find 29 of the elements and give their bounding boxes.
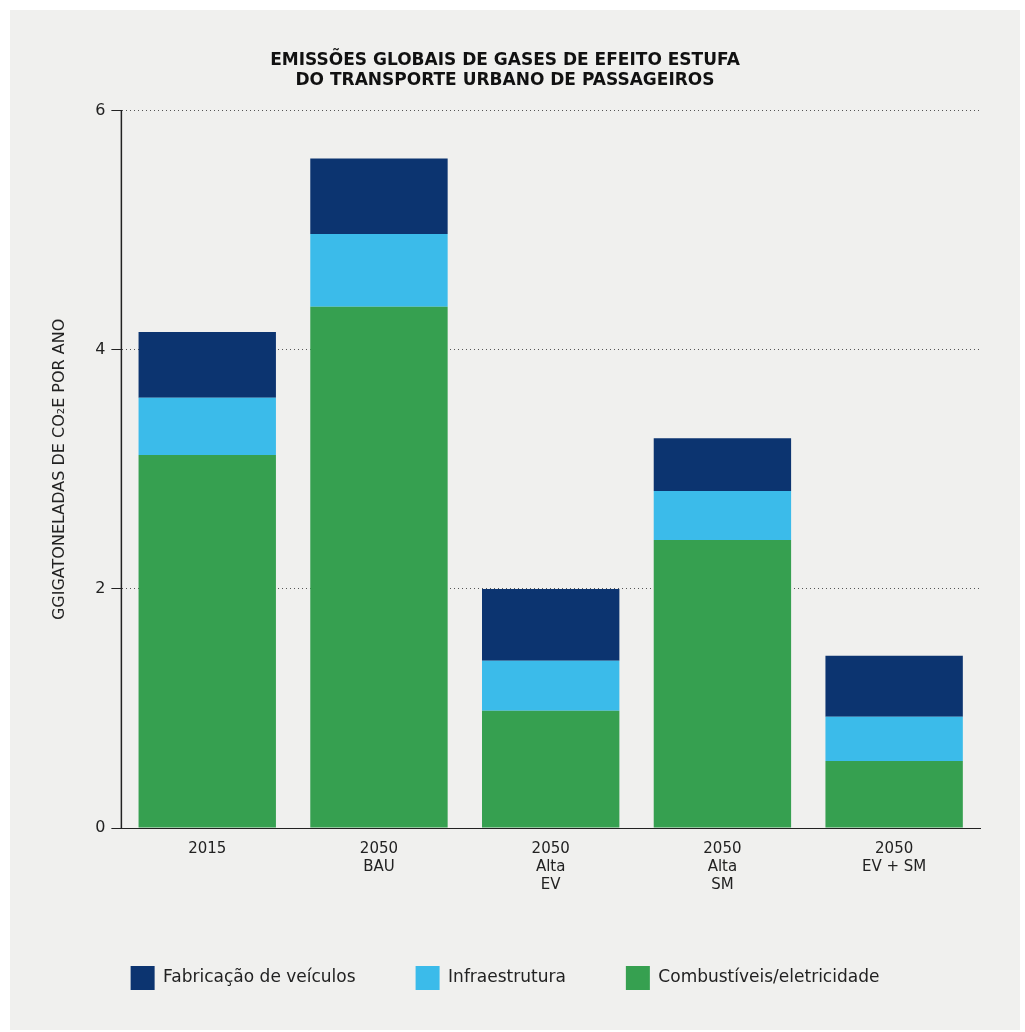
bar (482, 660, 620, 711)
bar (825, 655, 963, 717)
y-tick-label: 0 (95, 817, 106, 837)
y-tick-label: 2 (95, 578, 106, 598)
bar (653, 490, 792, 540)
bar (310, 306, 448, 828)
legend-label: Infraestrutura (448, 966, 566, 987)
x-tick-label: 2050 Alta EV (531, 838, 570, 893)
bar (310, 158, 448, 234)
y-tick-label: 6 (95, 99, 106, 119)
y-tick-label: 4 (95, 339, 106, 359)
bar (310, 233, 448, 307)
bar (138, 331, 276, 398)
bar (825, 761, 963, 828)
bar (653, 438, 792, 491)
bar (653, 539, 792, 828)
legend-label: Fabricação de veículos (163, 966, 356, 987)
chart-title: EMISSÕES GLOBAIS DE GASES DE EFEITO ESTUFA DO TRANSPORTE URBANO DE PASSAGEIROS (270, 46, 741, 90)
x-tick-label: 2050 EV + SM (861, 838, 927, 875)
x-tick-label: 2050 BAU (359, 838, 399, 875)
y-axis-title: GGIGATONELADAS DE CO₂E POR ANO (48, 318, 68, 621)
bar (138, 455, 276, 828)
x-tick-label: 2050 Alta SM (703, 838, 742, 893)
bar (482, 588, 620, 661)
legend-label: Combustíveis/eletricidade (658, 966, 880, 987)
bar (138, 397, 276, 456)
bar (482, 710, 620, 828)
x-tick-label: 2015 (188, 838, 227, 857)
bar (825, 716, 963, 762)
